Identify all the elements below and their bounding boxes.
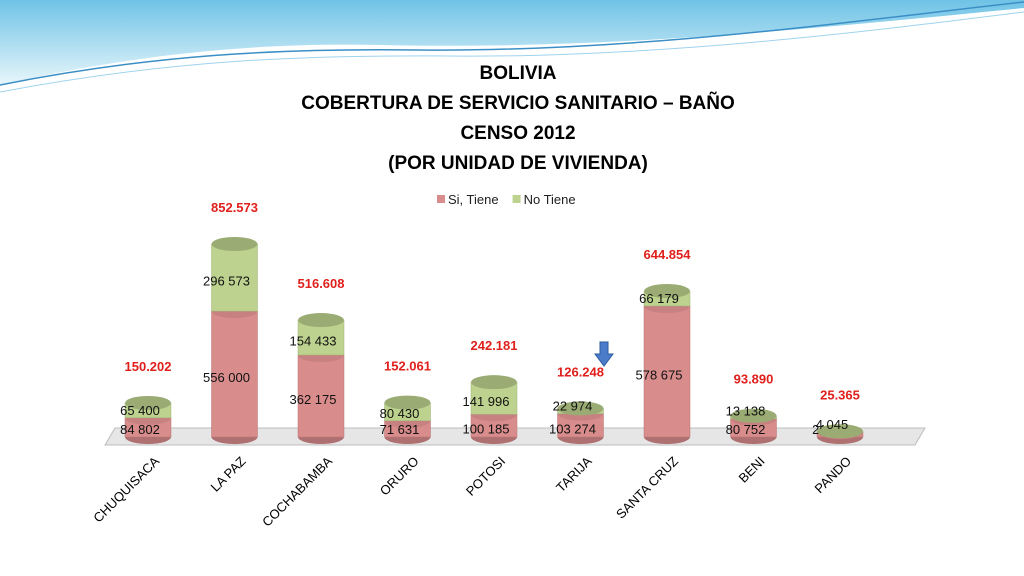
total-label: 852.573 bbox=[211, 200, 258, 215]
data-label: 578 675 bbox=[636, 368, 683, 383]
data-label: 103 274 bbox=[549, 421, 596, 436]
data-label: 154 433 bbox=[290, 334, 337, 349]
data-label: 141 996 bbox=[463, 394, 510, 409]
x-tick-label: ORURO bbox=[377, 454, 422, 499]
x-tick-label: LA PAZ bbox=[208, 453, 249, 494]
total-label: 150.202 bbox=[125, 359, 172, 374]
data-label: 80 430 bbox=[380, 406, 420, 421]
chart-title: COBERTURA DE SERVICIO SANITARIO – BAÑO bbox=[301, 92, 735, 114]
legend-swatch bbox=[512, 195, 521, 203]
header-wave bbox=[0, 0, 1024, 85]
title-block: BOLIVIA COBERTURA DE SERVICIO SANITARIO –… bbox=[301, 63, 735, 174]
legend-label: Si, Tiene bbox=[448, 192, 499, 207]
legend-swatch bbox=[437, 195, 445, 203]
cylinder-cap bbox=[211, 237, 258, 251]
data-label: 65 400 bbox=[120, 403, 160, 418]
x-tick-label: COCHABAMBA bbox=[259, 453, 335, 529]
cylinder-cap bbox=[557, 401, 604, 416]
total-label: 644.854 bbox=[644, 247, 692, 262]
arrow-icon bbox=[594, 341, 614, 367]
header-line bbox=[0, 11, 1024, 93]
cylinder-cap bbox=[125, 395, 171, 410]
total-label: 242.181 bbox=[471, 338, 518, 353]
chart-title: BOLIVIA bbox=[479, 63, 556, 84]
header-line bbox=[0, 1, 1024, 86]
data-label: 362 175 bbox=[290, 392, 337, 407]
cylinder-cap bbox=[730, 408, 777, 423]
bar-segment bbox=[211, 243, 258, 312]
data-label: 80 752 bbox=[726, 422, 766, 437]
total-label: 516.608 bbox=[298, 276, 345, 291]
data-label: 22 974 bbox=[553, 399, 593, 414]
data-label: 296 573 bbox=[203, 274, 250, 289]
data-label: 66 179 bbox=[639, 291, 679, 306]
total-label: 126.248 bbox=[557, 364, 604, 379]
cylinder-cap bbox=[384, 395, 431, 410]
x-tick-label: PANDO bbox=[812, 454, 855, 497]
cylinder-cap bbox=[817, 424, 863, 439]
bar-segment bbox=[211, 310, 258, 438]
total-label: 25.365 bbox=[820, 387, 860, 402]
x-tick-label: CHUQUISACA bbox=[90, 453, 162, 525]
total-label: 152.061 bbox=[384, 359, 431, 374]
data-label: 71 631 bbox=[380, 422, 420, 437]
chart-title: CENSO 2012 bbox=[460, 123, 575, 144]
cylinder-cap bbox=[644, 284, 690, 299]
legend-label: No Tiene bbox=[524, 192, 576, 207]
plot: Si, Tiene No Tiene 84 802 65 400 150.202 CHUQ… bbox=[90, 192, 864, 530]
x-tick-label: SANTA CRUZ bbox=[613, 453, 681, 521]
data-label: 84 802 bbox=[120, 422, 160, 437]
data-label: 13 138 bbox=[726, 404, 766, 419]
chart-title: (POR UNIDAD DE VIVIENDA) bbox=[388, 153, 648, 174]
bar-segment bbox=[643, 305, 691, 438]
bar-segment bbox=[297, 354, 345, 438]
data-label: 100 185 bbox=[463, 422, 510, 437]
cylinder-cap bbox=[298, 313, 344, 328]
x-tick-label: TARIJA bbox=[553, 453, 595, 495]
x-tick-label: POTOSI bbox=[463, 454, 508, 499]
data-label: 556 000 bbox=[203, 370, 250, 385]
x-tick-label: BENI bbox=[736, 454, 768, 486]
data-label: 4 045 bbox=[816, 417, 849, 432]
cylinder-cap bbox=[471, 375, 517, 390]
total-label: 93.890 bbox=[734, 372, 774, 387]
